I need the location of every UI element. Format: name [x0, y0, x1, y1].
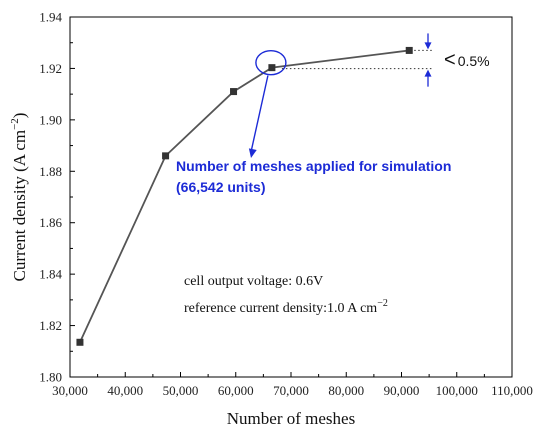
y-axis-title: Current density (A cm−2) [9, 113, 29, 282]
x-tick-label: 90,000 [384, 383, 420, 398]
selected-point-arrowhead [248, 148, 257, 158]
difference-percent-label: <0.5% [444, 49, 490, 71]
x-tick-label: 70,000 [273, 383, 309, 398]
y-tick-label: 1.88 [39, 164, 62, 179]
y-tick-label: 1.80 [39, 370, 62, 385]
selected-annotation-line1: Number of meshes applied for simulation [176, 158, 451, 174]
y-tick-label: 1.82 [39, 318, 62, 333]
y-tick-label: 1.92 [39, 61, 62, 76]
x-tick-label: 30,000 [52, 383, 88, 398]
selected-point-arrow [250, 75, 269, 153]
data-point [230, 88, 238, 96]
operating-voltage-note: cell output voltage: 0.6V [184, 274, 323, 289]
x-tick-label: 60,000 [218, 383, 254, 398]
y-tick-label: 1.84 [39, 267, 62, 282]
tick-layer: 30,000 40,000 50,000 60,000 70,000 80,000 90,0… [39, 10, 533, 399]
series-line [79, 49, 410, 343]
series-layer [76, 46, 413, 346]
y-tick-label: 1.90 [39, 112, 62, 127]
x-tick-label: 100,000 [436, 383, 478, 398]
selected-point-circle [255, 49, 287, 76]
x-tick-label: 110,000 [491, 383, 533, 398]
reference-current-note: reference current density:1.0 A cm−2 [184, 298, 388, 316]
data-point [405, 46, 413, 54]
x-tick-label: 50,000 [163, 383, 199, 398]
x-tick-label: 40,000 [107, 383, 143, 398]
y-tick-label: 1.86 [39, 215, 62, 230]
data-point [268, 64, 276, 72]
data-point [76, 338, 84, 346]
y-tick-label: 1.94 [39, 10, 62, 25]
x-axis-title: Number of meshes [227, 409, 355, 428]
data-point [162, 152, 170, 160]
selected-annotation-line2: (66,542 units) [176, 179, 265, 195]
x-tick-label: 80,000 [328, 383, 364, 398]
difference-arrows [424, 33, 432, 87]
plot-frame [69, 16, 513, 378]
